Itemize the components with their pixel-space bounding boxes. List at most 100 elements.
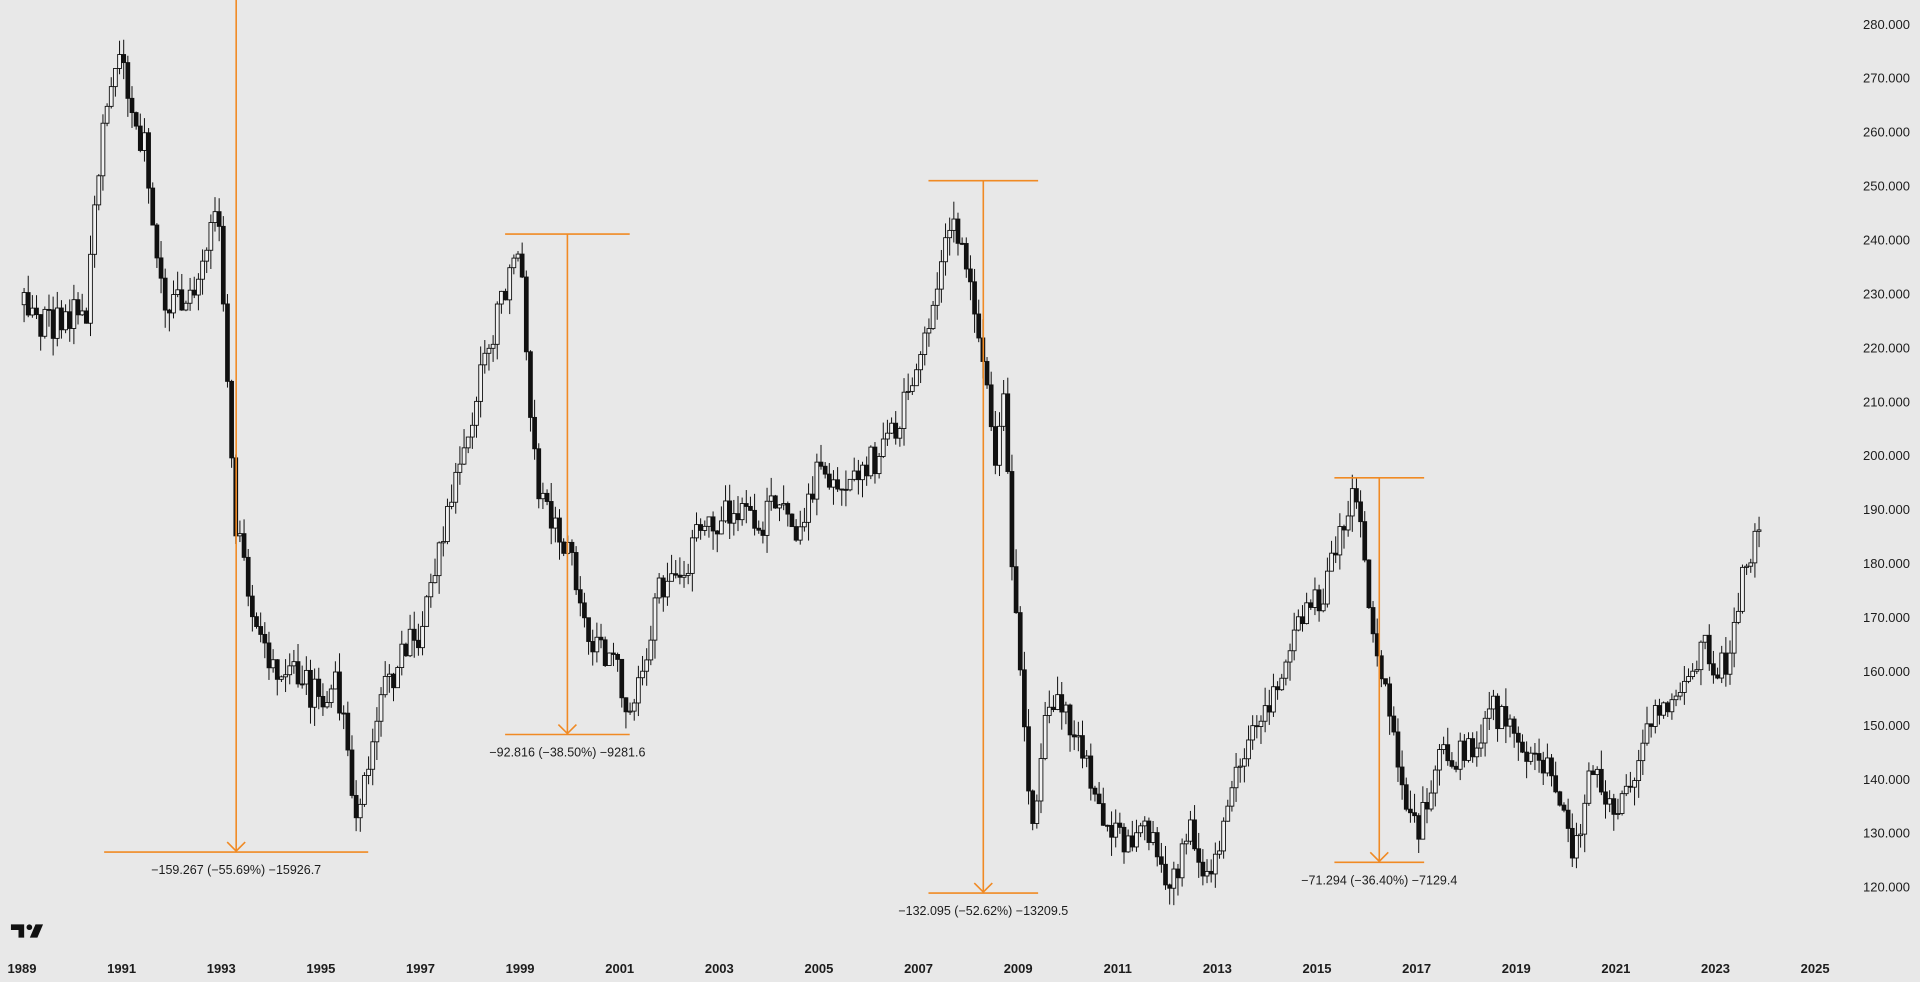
candle-body xyxy=(1723,652,1729,675)
candle-body xyxy=(436,542,442,577)
candle-body xyxy=(660,577,666,598)
candle xyxy=(1582,794,1588,853)
candle xyxy=(183,300,189,312)
candle xyxy=(308,659,313,724)
candle xyxy=(544,489,550,506)
candle-body xyxy=(606,652,612,666)
candle xyxy=(698,518,703,540)
candle xyxy=(1026,709,1031,805)
candle xyxy=(499,290,504,314)
drawdown-measure-3[interactable]: −132.095 (−52.62%) −13209.5 xyxy=(898,179,1068,918)
candle-body xyxy=(1229,787,1235,807)
drawdown-measurements[interactable]: −159.267 (−55.69%) −15926.7 −92.816 (−38.… xyxy=(104,0,1457,918)
candle xyxy=(79,293,85,317)
candle-body xyxy=(656,577,662,599)
candle xyxy=(1159,842,1164,873)
candle xyxy=(158,241,164,294)
candle-body xyxy=(573,552,579,591)
candle-body xyxy=(283,674,288,678)
candle xyxy=(577,576,583,617)
candle-body xyxy=(220,225,226,305)
candle-body xyxy=(1387,683,1393,717)
candle-body xyxy=(175,289,181,295)
candle xyxy=(677,557,683,585)
candle-body xyxy=(781,503,787,506)
candle xyxy=(1258,715,1264,744)
candle xyxy=(241,519,247,561)
candle-body xyxy=(386,673,392,677)
candle-body xyxy=(810,493,816,500)
candle xyxy=(553,506,558,543)
drawdown-measure-1[interactable]: −159.267 (−55.69%) −15926.7 xyxy=(104,0,369,877)
candle-body xyxy=(1520,741,1525,753)
candle xyxy=(594,622,600,663)
candle-body xyxy=(528,351,533,418)
candle-body xyxy=(569,541,575,553)
candle xyxy=(1167,883,1173,905)
candle xyxy=(461,429,467,466)
candle-body xyxy=(714,530,720,535)
candle xyxy=(851,457,857,482)
candle-body xyxy=(507,267,513,301)
candle-body xyxy=(1748,562,1754,567)
candle xyxy=(279,675,284,682)
candle xyxy=(486,344,492,371)
candle xyxy=(976,299,982,343)
candle-body xyxy=(1001,393,1006,427)
candle-body xyxy=(1316,589,1322,612)
candle-body xyxy=(117,54,122,69)
candle xyxy=(523,270,529,361)
candle xyxy=(1686,668,1691,684)
candle xyxy=(1246,725,1251,767)
candle xyxy=(374,707,380,761)
candle-body xyxy=(1059,694,1065,713)
candle xyxy=(403,642,409,657)
candle-body xyxy=(50,309,56,339)
candle xyxy=(395,665,400,689)
candle-body xyxy=(677,574,683,578)
candle-body xyxy=(187,289,193,304)
candle xyxy=(478,346,484,418)
candle xyxy=(200,249,205,295)
time-tick-label: 2017 xyxy=(1402,961,1431,976)
candle-body xyxy=(254,616,259,627)
time-tick-label: 1999 xyxy=(506,961,535,976)
drawdown-measure-4[interactable]: −71.294 (−36.40%) −7129.4 xyxy=(1301,477,1457,888)
tradingview-logo[interactable] xyxy=(10,922,44,940)
candle-body xyxy=(399,643,405,669)
candle-body xyxy=(428,582,434,598)
time-axis[interactable]: 1989 1991 1993 1995 1997 1999 2001 2003 2005 2007… xyxy=(8,961,1830,976)
candle xyxy=(810,476,816,503)
candle xyxy=(1657,698,1662,725)
candle-body xyxy=(1686,676,1691,682)
candle-body xyxy=(976,313,982,339)
candle-body xyxy=(1300,616,1305,625)
candle-body xyxy=(1208,870,1214,875)
candle-body xyxy=(424,596,430,627)
candle-body xyxy=(623,697,629,713)
candle xyxy=(1059,681,1065,730)
candle xyxy=(1013,549,1019,614)
candle-body xyxy=(465,436,471,449)
price-axis[interactable]: 120.000 130.000 140.000 150.000 160.000 170.0… xyxy=(1863,17,1910,895)
candle xyxy=(1262,687,1268,733)
candle xyxy=(1109,811,1114,856)
candle xyxy=(1623,774,1629,797)
candle xyxy=(220,216,226,312)
candle xyxy=(117,40,122,75)
candle-body xyxy=(1200,861,1206,877)
candle-body xyxy=(968,268,973,283)
candle-body xyxy=(876,456,882,475)
candle-body xyxy=(34,307,39,316)
drawdown-measure-2[interactable]: −92.816 (−38.50%) −9281.6 xyxy=(489,233,645,760)
candle xyxy=(1470,732,1476,763)
candle-body xyxy=(291,661,297,667)
candle xyxy=(21,287,27,323)
candle-body xyxy=(494,303,500,345)
candle-body xyxy=(1383,678,1388,685)
candle-body xyxy=(922,332,928,355)
candle-body xyxy=(536,448,542,500)
candle-body xyxy=(1105,824,1110,827)
candle-body xyxy=(1449,760,1455,767)
